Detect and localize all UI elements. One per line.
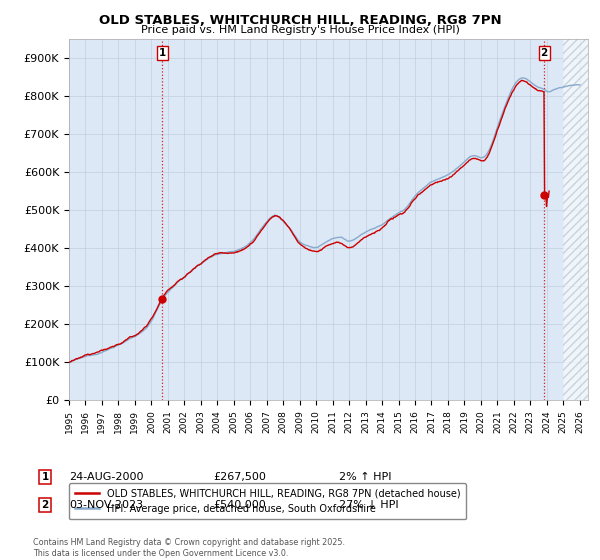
Bar [563, 39, 588, 400]
Text: £540,000: £540,000 [213, 500, 266, 510]
Text: Contains HM Land Registry data © Crown copyright and database right 2025.
This d: Contains HM Land Registry data © Crown c… [33, 538, 345, 558]
Text: Price paid vs. HM Land Registry's House Price Index (HPI): Price paid vs. HM Land Registry's House … [140, 25, 460, 35]
Text: OLD STABLES, WHITCHURCH HILL, READING, RG8 7PN: OLD STABLES, WHITCHURCH HILL, READING, R… [98, 14, 502, 27]
Text: 03-NOV-2023: 03-NOV-2023 [69, 500, 143, 510]
Text: 2: 2 [41, 500, 49, 510]
Text: 2% ↑ HPI: 2% ↑ HPI [339, 472, 391, 482]
Bar [563, 39, 588, 400]
Text: 24-AUG-2000: 24-AUG-2000 [69, 472, 143, 482]
Legend: OLD STABLES, WHITCHURCH HILL, READING, RG8 7PN (detached house), HPI: Average pr: OLD STABLES, WHITCHURCH HILL, READING, R… [68, 483, 466, 520]
Text: 27% ↓ HPI: 27% ↓ HPI [339, 500, 398, 510]
Text: 1: 1 [158, 48, 166, 58]
Bar [563, 39, 588, 400]
Text: 2: 2 [541, 48, 548, 58]
Text: 1: 1 [41, 472, 49, 482]
Text: £267,500: £267,500 [213, 472, 266, 482]
